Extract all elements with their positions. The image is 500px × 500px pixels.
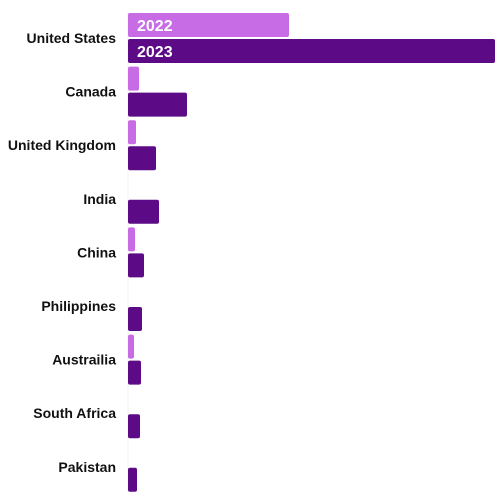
bar-united-kingdom-2023 xyxy=(128,146,156,171)
bar-canada-2023 xyxy=(128,92,187,117)
bars xyxy=(128,13,495,492)
bar-china-2022 xyxy=(128,227,135,252)
category-labels: United States Canada United Kingdom India Ch… xyxy=(8,30,116,475)
category-label-united-kingdom: United Kingdom xyxy=(8,137,116,153)
category-label-south-africa: South Africa xyxy=(33,405,116,421)
bar-united-states-2022 xyxy=(128,13,289,37)
bar-south-africa-2023 xyxy=(128,414,140,439)
bar-united-states-2023 xyxy=(128,39,495,63)
series-label-2023: 2023 xyxy=(137,44,173,61)
bar-united-kingdom-2022 xyxy=(128,120,136,145)
category-label-austrailia: Austrailia xyxy=(52,352,116,368)
bar-austrailia-2023 xyxy=(128,360,141,385)
category-label-india: India xyxy=(83,191,116,207)
bar-canada-2022 xyxy=(128,66,139,91)
bar-pakistan-2023 xyxy=(128,467,137,492)
bar-india-2023 xyxy=(128,199,159,224)
category-label-canada: Canada xyxy=(65,84,116,100)
bar-philippines-2023 xyxy=(128,307,142,331)
category-label-philippines: Philippines xyxy=(41,298,116,314)
series-label-2022: 2022 xyxy=(137,18,173,35)
bar-china-2023 xyxy=(128,253,144,278)
category-label-united-states: United States xyxy=(27,30,117,46)
series-labels: 2022 2023 xyxy=(137,18,173,61)
category-label-china: China xyxy=(77,244,116,260)
category-label-pakistan: Pakistan xyxy=(58,459,116,475)
bar-austrailia-2022 xyxy=(128,334,134,359)
